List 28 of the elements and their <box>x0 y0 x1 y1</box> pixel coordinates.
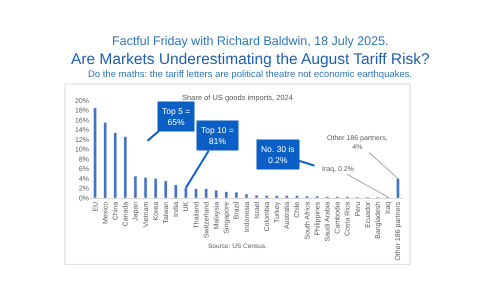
bar <box>134 176 138 198</box>
chart-subtitle: Are Markets Underestimating the August Tariff Risk? <box>71 51 430 68</box>
bar <box>154 178 158 198</box>
bar <box>204 188 208 198</box>
bar <box>244 194 248 198</box>
bar <box>396 178 400 198</box>
bar <box>234 192 238 198</box>
bar <box>174 184 178 198</box>
bar <box>164 180 168 198</box>
annotation: No. 30 is 0.2% <box>261 144 295 166</box>
bar <box>93 108 97 198</box>
bar <box>214 190 218 198</box>
bar <box>124 136 128 198</box>
bar <box>184 188 188 198</box>
annotation: Top 10 = 81% <box>201 125 234 146</box>
bar <box>194 188 198 198</box>
bar <box>224 191 228 198</box>
bar <box>254 194 258 198</box>
bar <box>144 177 148 198</box>
bar <box>264 195 268 198</box>
bar <box>113 132 118 198</box>
bar <box>295 195 299 198</box>
bar <box>103 122 107 198</box>
bar <box>285 195 289 198</box>
bar <box>275 195 279 198</box>
chart-title: Factful Friday with Richard Baldwin, 18 July 2025. <box>112 34 389 48</box>
annotation: Top 5 = 65% <box>162 106 190 128</box>
text: Do the maths: the tariff letters are political theatre not economic earthquakes. <box>88 69 412 80</box>
